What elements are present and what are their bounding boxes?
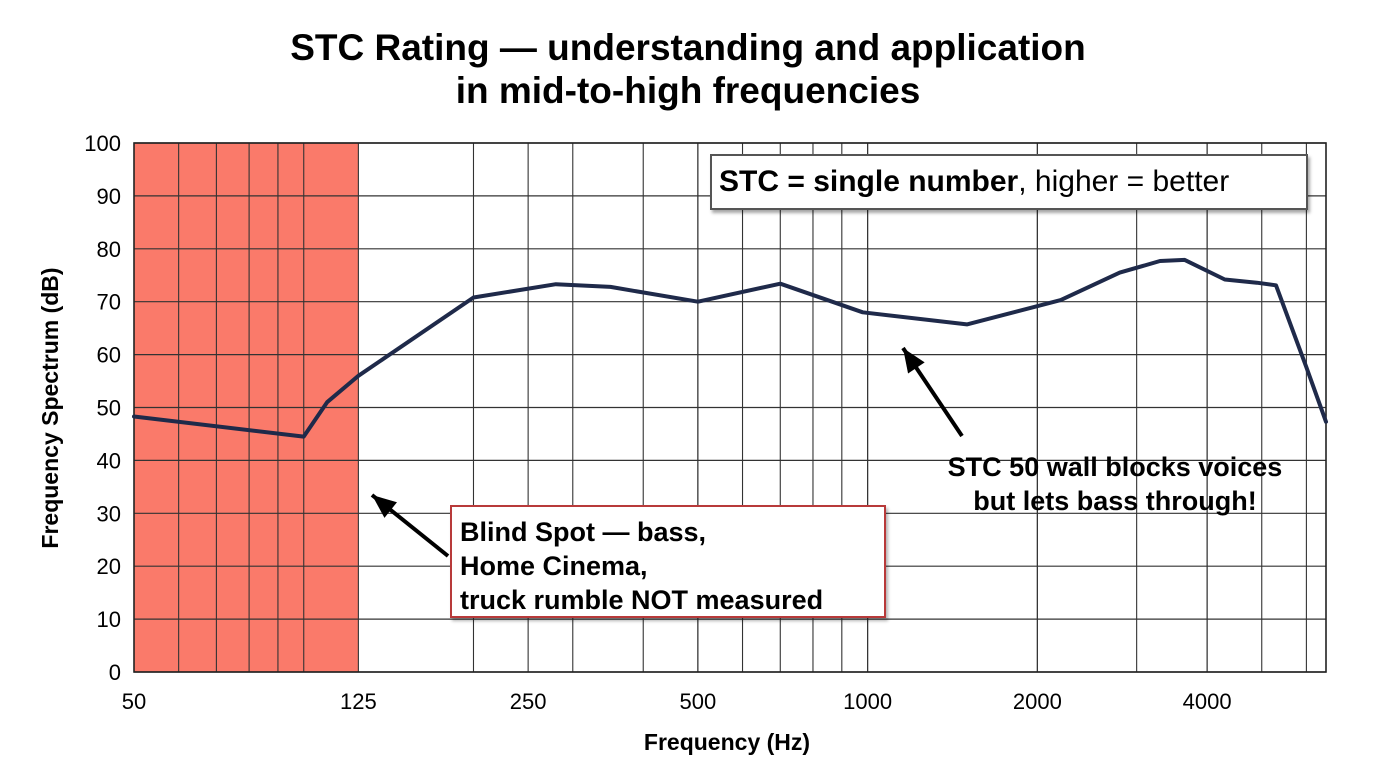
y-tick-label: 80 xyxy=(97,237,121,262)
blind-spot-line-3: truck rumble NOT measured xyxy=(460,585,824,615)
chart-title-line-2: in mid-to-high frequencies xyxy=(455,70,921,111)
blind-spot-line-2: Home Cinema, xyxy=(460,551,648,581)
x-tick-label: 2000 xyxy=(1013,689,1062,714)
plot-frame xyxy=(133,142,1327,673)
stc-callout-rest: , higher = better xyxy=(1018,165,1230,198)
blind-spot-arrow-head xyxy=(372,495,397,518)
x-axis-label: Frequency (Hz) xyxy=(644,729,810,755)
chart-title: STC Rating — understanding and applicati… xyxy=(0,26,1376,112)
stc-callout-bold: STC = single number xyxy=(719,165,1019,198)
blind-spot-callout: Blind Spot — bass, Home Cinema, truck ru… xyxy=(450,505,886,618)
x-tick-label: 4000 xyxy=(1183,689,1232,714)
voice-note-line-1: STC 50 wall blocks voices xyxy=(947,452,1283,482)
y-tick-label: 40 xyxy=(97,448,121,473)
y-tick-label: 70 xyxy=(97,290,121,315)
x-tick-label: 500 xyxy=(680,689,717,714)
y-axis-label: Frequency Spectrum (dB) xyxy=(37,267,63,548)
y-tick-label: 90 xyxy=(97,184,121,209)
voice-note-annotation: STC 50 wall blocks voices but lets bass … xyxy=(905,450,1325,518)
voice-note-line-2: but lets bass through! xyxy=(973,486,1257,516)
y-tick-label: 20 xyxy=(97,554,121,579)
y-tick-label: 60 xyxy=(97,343,121,368)
y-tick-label: 30 xyxy=(97,501,121,526)
series-line-0 xyxy=(132,257,1328,439)
x-tick-label: 1000 xyxy=(843,689,892,714)
x-tick-label: 250 xyxy=(510,689,547,714)
y-tick-label: 0 xyxy=(109,660,121,685)
y-tick-label: 10 xyxy=(97,607,121,632)
y-tick-label: 100 xyxy=(84,131,121,156)
voice-note-arrow-head xyxy=(903,348,925,374)
blind-spot-line-1: Blind Spot — bass, xyxy=(460,517,707,547)
x-tick-label: 125 xyxy=(340,689,377,714)
stc-callout: STC = single number, higher = better xyxy=(710,154,1308,210)
y-tick-label: 50 xyxy=(97,396,121,421)
x-tick-label: 50 xyxy=(122,689,146,714)
chart-title-line-1: STC Rating — understanding and applicati… xyxy=(290,27,1086,68)
